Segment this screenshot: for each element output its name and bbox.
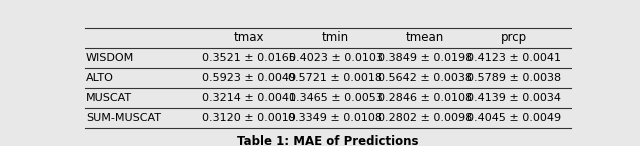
Text: prcp: prcp	[501, 31, 527, 44]
Text: ALTO: ALTO	[86, 73, 114, 83]
Text: tmax: tmax	[234, 31, 264, 44]
Text: SUM-MUSCAT: SUM-MUSCAT	[86, 113, 161, 123]
Text: 0.3465 ± 0.0053: 0.3465 ± 0.0053	[289, 93, 382, 103]
Text: 0.3849 ± 0.0198: 0.3849 ± 0.0198	[378, 53, 472, 63]
Text: 0.4023 ± 0.0103: 0.4023 ± 0.0103	[289, 53, 382, 63]
Text: 0.5923 ± 0.0049: 0.5923 ± 0.0049	[202, 73, 296, 83]
Text: 0.5721 ± 0.0018: 0.5721 ± 0.0018	[289, 73, 383, 83]
Text: WISDOM: WISDOM	[86, 53, 134, 63]
Text: 0.3120 ± 0.0019: 0.3120 ± 0.0019	[202, 113, 296, 123]
Text: 0.5642 ± 0.0038: 0.5642 ± 0.0038	[378, 73, 472, 83]
Text: 0.3214 ± 0.0041: 0.3214 ± 0.0041	[202, 93, 296, 103]
Text: 0.2802 ± 0.0098: 0.2802 ± 0.0098	[378, 113, 472, 123]
Text: 0.3349 ± 0.0108: 0.3349 ± 0.0108	[289, 113, 383, 123]
Text: 0.4123 ± 0.0041: 0.4123 ± 0.0041	[467, 53, 561, 63]
Text: 0.4139 ± 0.0034: 0.4139 ± 0.0034	[467, 93, 561, 103]
Text: tmean: tmean	[406, 31, 444, 44]
Text: MUSCAT: MUSCAT	[86, 93, 132, 103]
Text: tmin: tmin	[322, 31, 349, 44]
Text: 0.2846 ± 0.0108: 0.2846 ± 0.0108	[378, 93, 472, 103]
Text: 0.4045 ± 0.0049: 0.4045 ± 0.0049	[467, 113, 561, 123]
Text: 0.3521 ± 0.0165: 0.3521 ± 0.0165	[202, 53, 296, 63]
Text: Table 1: MAE of Predictions: Table 1: MAE of Predictions	[237, 135, 419, 146]
Text: 0.5789 ± 0.0038: 0.5789 ± 0.0038	[467, 73, 561, 83]
